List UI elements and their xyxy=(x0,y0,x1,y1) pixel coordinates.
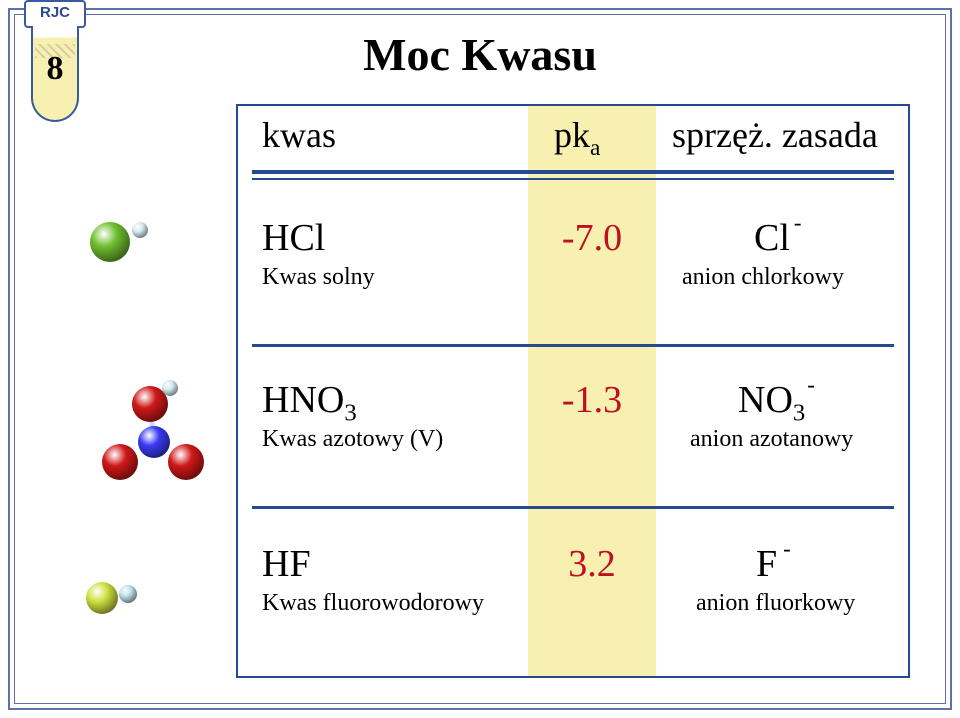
acid-3: HF xyxy=(262,542,311,586)
row-rule-1 xyxy=(252,344,894,347)
hdr-pka: pka xyxy=(554,114,600,162)
pka-3: 3.2 xyxy=(528,542,656,586)
hdr-acid: kwas xyxy=(262,114,336,156)
slide-title: Moc Kwasu xyxy=(0,28,960,81)
header-rule-thin xyxy=(252,178,894,180)
base-1: Cl- xyxy=(754,216,798,260)
table-header: kwas pka sprzęż. zasada xyxy=(238,114,908,166)
pka-2: -1.3 xyxy=(528,378,656,422)
acid-3-name: Kwas fluorowodorowy xyxy=(262,590,484,617)
acid-1: HCl xyxy=(262,216,325,260)
row-rule-2 xyxy=(252,506,894,509)
base-3-name: anion fluorkowy xyxy=(696,590,855,617)
pka-1: -7.0 xyxy=(528,216,656,260)
molecule-hf-icon xyxy=(62,558,182,638)
acid-2-name: Kwas azotowy (V) xyxy=(262,426,443,453)
molecule-hcl-icon xyxy=(60,182,200,302)
label-code: RJC xyxy=(26,4,84,21)
acid-1-name: Kwas solny xyxy=(262,264,375,291)
molecule-hno3-icon xyxy=(80,358,240,518)
slide: { "label_top":"RJC", "slide_number":"8",… xyxy=(0,0,960,718)
base-3: F- xyxy=(756,542,785,586)
hdr-base: sprzęż. zasada xyxy=(672,114,878,156)
acid-2: HNO3 xyxy=(262,378,357,428)
header-rule-thick xyxy=(252,170,894,174)
base-2-name: anion azotanowy xyxy=(690,426,853,453)
base-1-name: anion chlorkowy xyxy=(682,264,844,291)
acid-table: kwas pka sprzęż. zasada HCl Kwas solny -… xyxy=(236,104,910,678)
base-2: NO3- xyxy=(738,378,813,428)
